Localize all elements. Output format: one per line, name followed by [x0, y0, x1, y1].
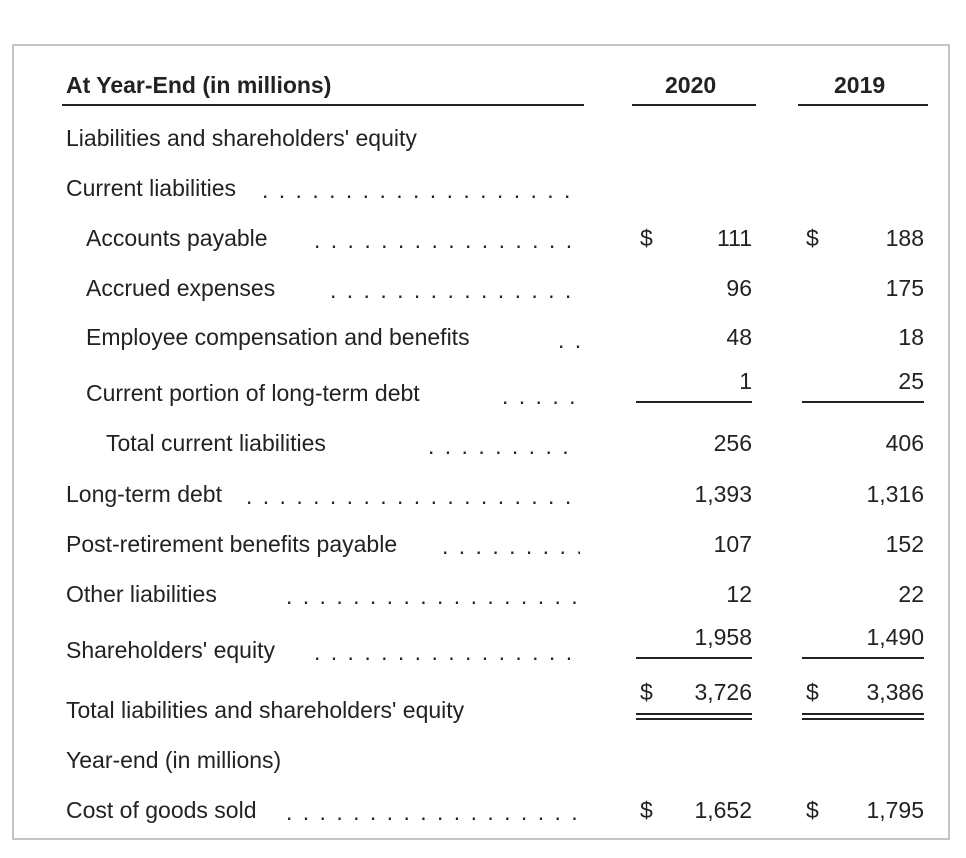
current-portion-2019: 25 — [898, 368, 924, 394]
leader-dots: . . . . . . . . . . . . . . . . . . . . … — [314, 227, 580, 253]
shareholders-equity-2020: 1,958 — [694, 624, 752, 650]
leader-dots: . . . . . . . . . . . . . . . . . . . . … — [246, 483, 580, 509]
post-retirement-2020: 107 — [713, 531, 752, 557]
subtotal-rule-2020 — [636, 657, 752, 659]
post-retirement-label: Post-retirement benefits payable — [66, 531, 398, 557]
total-current-label: Total current liabilities — [106, 430, 326, 456]
employee-comp-2019: 18 — [898, 324, 924, 350]
shareholders-equity-2019: 1,490 — [866, 624, 924, 650]
other-liabilities-label: Other liabilities — [66, 581, 217, 607]
currency-symbol: $ — [806, 797, 819, 823]
current-liabilities-label: Current liabilities — [66, 175, 237, 201]
leader-dots: . . . . . . . . . . . . . . . . . . . . … — [286, 799, 580, 825]
accounts-payable-2020: 111 — [717, 225, 752, 251]
total-double-rule-2020 — [636, 713, 752, 715]
subtotal-rule-2020 — [636, 401, 752, 403]
cogs-2020: 1,652 — [694, 797, 752, 823]
total-current-2020: 256 — [713, 430, 752, 456]
employee-comp-label: Employee compensation and benefits — [86, 324, 470, 350]
accrued-expenses-2019: 175 — [885, 275, 924, 301]
accounts-payable-2019: 188 — [885, 225, 924, 251]
currency-symbol: $ — [640, 797, 653, 823]
long-term-debt-2019: 1,316 — [866, 481, 924, 507]
total-double-rule-2019 — [802, 713, 924, 715]
employee-comp-2020: 48 — [726, 324, 752, 350]
post-retirement-2019: 152 — [885, 531, 924, 557]
subtotal-rule-2019 — [802, 657, 924, 659]
leader-dots: . . . . . . . . . . . . . . . . — [428, 433, 580, 459]
header-year-2020: 2020 — [665, 72, 717, 98]
header-rule-label — [62, 104, 584, 106]
leader-dots: . . . . . . . . . . . . . . . . . . . . … — [262, 177, 580, 203]
subtotal-rule-2019 — [802, 401, 924, 403]
other-liabilities-2019: 22 — [898, 581, 924, 607]
leader-dots: . . . . . . . . . . . . . . . . . . . . … — [314, 639, 580, 665]
leader-dots: . . . . . . . . . . . . . . . — [442, 533, 580, 559]
total-double-rule-2019 — [802, 718, 924, 720]
total-double-rule-2020 — [636, 718, 752, 720]
current-portion-2020: 1 — [739, 368, 752, 394]
total-current-2019: 406 — [885, 430, 924, 456]
other-liabilities-2020: 12 — [726, 581, 752, 607]
total-liabilities-label: Total liabilities and shareholders' equi… — [66, 697, 465, 723]
section-label: Liabilities and shareholders' equity — [66, 125, 417, 151]
leader-dots: . . . . . . . . . . . . . . . . . . . . … — [330, 277, 580, 303]
total-liabilities-2020: 3,726 — [694, 679, 752, 705]
currency-symbol: $ — [640, 225, 653, 251]
year-end-label: Year-end (in millions) — [66, 747, 282, 773]
current-portion-label: Current portion of long-term debt — [86, 380, 420, 406]
long-term-debt-2020: 1,393 — [694, 481, 752, 507]
leader-dots: . . . . . . . . . . . . . . . . . . . . … — [286, 583, 580, 609]
cogs-2019: 1,795 — [866, 797, 924, 823]
total-liabilities-2019: 3,386 — [866, 679, 924, 705]
header-rule-2020 — [632, 104, 756, 106]
currency-symbol: $ — [806, 679, 819, 705]
shareholders-equity-label: Shareholders' equity — [66, 637, 275, 663]
header-label: At Year-End (in millions) — [66, 72, 332, 98]
statement-frame — [12, 44, 950, 840]
currency-symbol: $ — [640, 679, 653, 705]
accrued-expenses-2020: 96 — [726, 275, 752, 301]
accounts-payable-label: Accounts payable — [86, 225, 268, 251]
long-term-debt-label: Long-term debt — [66, 481, 222, 507]
leader-dots: . . . . . . — [502, 383, 580, 409]
cogs-label: Cost of goods sold — [66, 797, 257, 823]
header-year-2019: 2019 — [834, 72, 886, 98]
currency-symbol: $ — [806, 225, 819, 251]
accrued-expenses-label: Accrued expenses — [86, 275, 276, 301]
leader-dots: . . — [558, 327, 580, 353]
header-rule-2019 — [798, 104, 928, 106]
